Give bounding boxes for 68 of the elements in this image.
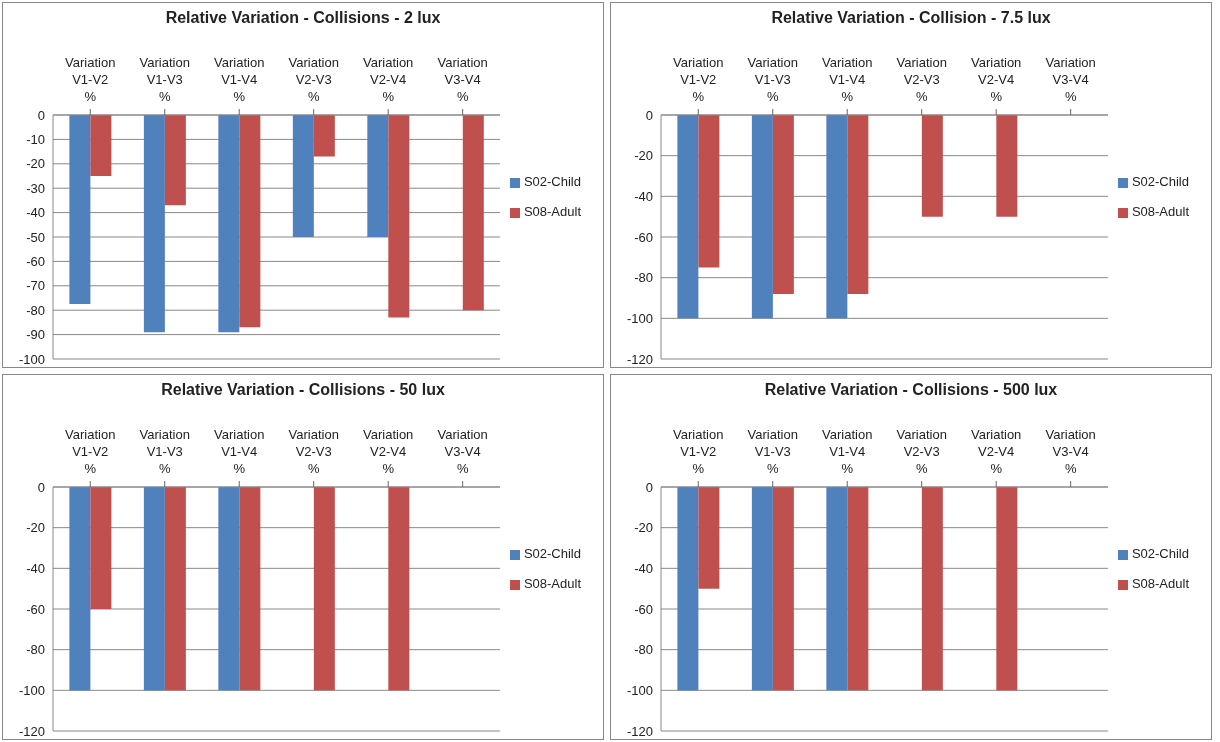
x-tick-label: Variation V1-V4 % (822, 55, 873, 104)
legend-label: S08-Adult (1131, 576, 1189, 591)
y-tick-label: -30 (26, 180, 45, 196)
chart-title: Relative Variation - Collisions - 50 lux (160, 381, 446, 399)
x-tick-label: Variation V2-V4 % (971, 427, 1022, 476)
y-tick-label: -20 (26, 156, 45, 172)
y-tick-label: -40 (634, 560, 653, 576)
x-tick-label: Variation V3-V4 % (1045, 427, 1096, 476)
x-tick-label: Variation V3-V4 % (437, 427, 488, 476)
chart-title: Relative Variation - Collisions - 500 lux (763, 381, 1059, 399)
chart-title: Relative Variation - Collisions - 2 lux (164, 9, 442, 27)
y-tick-label: -50 (26, 229, 45, 245)
legend-label: S02-Child (523, 546, 581, 561)
y-tick-label: -120 (18, 723, 45, 739)
x-tick-label: Variation V1-V3 % (139, 55, 190, 104)
y-tick-label: -20 (26, 520, 45, 536)
y-tick-label: -20 (634, 148, 653, 164)
y-tick-label: 0 (645, 107, 653, 123)
y-tick-label: -80 (634, 270, 653, 286)
x-tick-label: Variation V1-V2 % (673, 55, 724, 104)
y-tick-label: -100 (18, 682, 45, 698)
y-tick-label: -40 (634, 188, 653, 204)
x-tick-label: Variation V3-V4 % (437, 55, 488, 104)
y-tick-label: -120 (626, 723, 653, 739)
chart-title: Relative Variation - Collision - 7.5 lux (770, 9, 1052, 27)
legend-label: S02-Child (523, 174, 581, 189)
y-tick-label: -90 (26, 327, 45, 343)
x-tick-label: Variation V1-V4 % (822, 427, 873, 476)
x-tick-label: Variation V2-V3 % (896, 427, 947, 476)
y-tick-label: -100 (626, 682, 653, 698)
x-tick-label: Variation V1-V2 % (65, 55, 116, 104)
y-tick-label: 0 (645, 479, 653, 495)
y-tick-label: -100 (18, 351, 45, 367)
y-tick-label: -20 (634, 520, 653, 536)
x-tick-label: Variation V1-V2 % (673, 427, 724, 476)
y-tick-label: -40 (26, 560, 45, 576)
y-tick-label: -100 (626, 310, 653, 326)
y-tick-label: -80 (26, 642, 45, 658)
y-tick-label: -60 (26, 254, 45, 270)
y-tick-label: -10 (26, 132, 45, 148)
x-tick-label: Variation V2-V3 % (288, 427, 339, 476)
y-tick-label: 0 (37, 479, 45, 495)
y-tick-label: -40 (26, 205, 45, 221)
y-tick-label: -80 (26, 302, 45, 318)
x-tick-label: Variation V2-V4 % (971, 55, 1022, 104)
x-tick-label: Variation V2-V4 % (363, 427, 414, 476)
x-tick-label: Variation V1-V3 % (747, 427, 798, 476)
legend-label: S08-Adult (523, 576, 581, 591)
x-tick-label: Variation V2-V4 % (363, 55, 414, 104)
x-tick-label: Variation V1-V4 % (214, 55, 265, 104)
x-tick-label: Variation V1-V3 % (139, 427, 190, 476)
x-tick-label: Variation V2-V3 % (288, 55, 339, 104)
x-tick-label: Variation V1-V4 % (214, 427, 265, 476)
legend-label: S02-Child (1131, 546, 1189, 561)
legend-label: S08-Adult (1131, 204, 1189, 219)
legend-label: S02-Child (1131, 174, 1189, 189)
x-tick-label: Variation V1-V2 % (65, 427, 116, 476)
y-tick-label: -80 (634, 642, 653, 658)
y-tick-label: -60 (26, 601, 45, 617)
y-tick-label: -120 (626, 351, 653, 367)
legend-label: S08-Adult (523, 204, 581, 219)
y-tick-label: -60 (634, 601, 653, 617)
x-tick-label: Variation V1-V3 % (747, 55, 798, 104)
y-tick-label: 0 (37, 107, 45, 123)
y-tick-label: -70 (26, 278, 45, 294)
y-tick-label: -60 (634, 229, 653, 245)
x-tick-label: Variation V2-V3 % (896, 55, 947, 104)
x-tick-label: Variation V3-V4 % (1045, 55, 1096, 104)
